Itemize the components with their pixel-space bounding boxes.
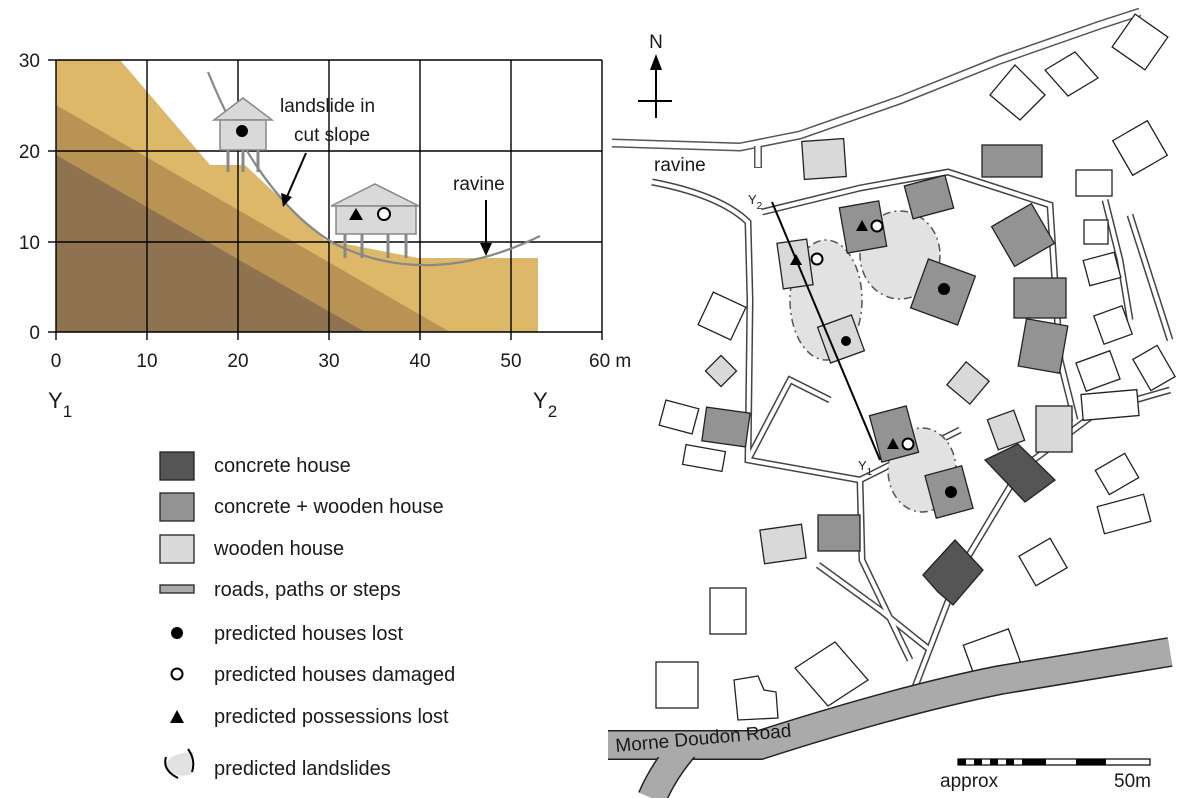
y2-subscript: 2: [548, 402, 557, 421]
y-tick-10: 10: [19, 233, 40, 254]
section-y1-letter: Y: [858, 458, 867, 473]
legend-label-concrete: concrete house: [214, 455, 351, 477]
house-upper: [211, 97, 275, 172]
section-y2-sub: 2: [757, 201, 763, 212]
triangle-icon: [170, 710, 184, 723]
north-arrow-icon: N: [638, 32, 672, 118]
houses: [655, 13, 1177, 721]
legend-label-roads: roads, paths or steps: [214, 579, 401, 601]
legend-swatch-concrete: [159, 451, 195, 481]
scale-label-left: approx: [940, 771, 999, 792]
y1-label: Y1: [48, 388, 72, 421]
scale-bar: approx 50m: [940, 758, 1151, 792]
x-tick-0: 0: [51, 351, 62, 372]
y2-letter: Y: [533, 388, 548, 413]
map: N ravine: [608, 7, 1177, 798]
landslide-label-line1: landslide in: [280, 96, 375, 117]
landslide-outline-icon: [164, 748, 195, 779]
scale-label-right: 50m: [1114, 771, 1151, 792]
legend-label-possessions: predicted possessions lost: [214, 706, 449, 728]
grid-lines: [48, 59, 603, 340]
filled-circle-icon: [171, 627, 183, 639]
x-tick-20: 20: [227, 351, 248, 372]
y-tick-0: 0: [29, 323, 40, 344]
y2-label: Y2: [533, 388, 557, 421]
x-tick-30: 30: [318, 351, 339, 372]
open-circle-icon: [170, 667, 184, 681]
x-tick-50: 50: [500, 351, 521, 372]
landslide-arrow: [285, 152, 307, 200]
legend-swatch-mixed: [159, 492, 195, 522]
legend-label-mixed: concrete + wooden house: [214, 496, 444, 518]
y1-letter: Y: [48, 388, 63, 413]
legend-label-landslides: predicted landslides: [214, 758, 391, 780]
y1-subscript: 1: [63, 402, 72, 421]
legend-swatch-wooden: [159, 534, 195, 564]
x-tick-60: 60 m: [589, 351, 631, 372]
map-markers: [790, 219, 957, 498]
legend-swatch-road: [159, 584, 195, 594]
section-label-y1: Y1: [858, 458, 873, 478]
legend-label-damaged: predicted houses damaged: [214, 664, 455, 686]
section-y2-letter: Y: [748, 192, 757, 207]
x-tick-40: 40: [409, 351, 430, 372]
soil-dark-layer: [56, 155, 365, 332]
section-line: [771, 201, 881, 461]
y-tick-20: 20: [19, 142, 40, 163]
ravine-arrow-head: [480, 243, 492, 256]
ravine-label-map: ravine: [654, 155, 706, 176]
landslide-arrow-head: [281, 193, 292, 207]
x-tick-10: 10: [136, 351, 157, 372]
legend-label-lost: predicted houses lost: [214, 623, 403, 645]
legend-symbols: [159, 451, 195, 779]
section-label-y2: Y2: [748, 192, 763, 212]
section-y1-sub: 1: [867, 467, 873, 478]
legend-labels: concrete house concrete + wooden house w…: [213, 455, 455, 780]
landslide-label-line2: cut slope: [294, 125, 370, 146]
house-lower: [330, 183, 420, 258]
north-label: N: [649, 32, 663, 53]
cross-section: 30 20 10 0 0 10 20 30 40 50 60 m landsli…: [19, 51, 631, 421]
legend-label-wooden: wooden house: [213, 538, 344, 560]
y-tick-30: 30: [19, 51, 40, 72]
ravine-label-section: ravine: [453, 174, 505, 195]
